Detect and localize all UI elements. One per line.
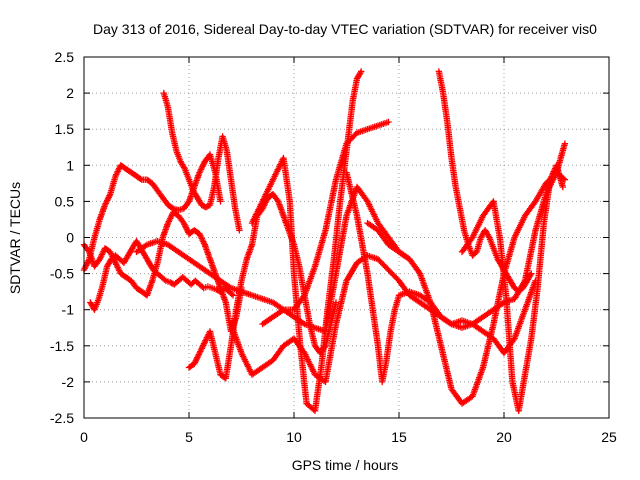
x-tick-label: 15 — [391, 429, 407, 445]
series-arc-10 — [343, 140, 569, 386]
series-arc-12 — [364, 169, 569, 407]
x-tick-label: 25 — [601, 429, 617, 445]
y-tick-label: -2 — [62, 374, 75, 390]
y-tick-label: -0.5 — [50, 266, 74, 282]
y-tick-label: -2.5 — [50, 410, 74, 426]
series-arc-2 — [87, 237, 237, 313]
series-arc-9 — [259, 118, 392, 328]
y-tick-label: 1 — [66, 157, 74, 173]
series-arc-4 — [160, 89, 243, 234]
series-arc-11 — [435, 68, 535, 295]
y-tick-label: 0 — [66, 230, 74, 246]
series-arc-13 — [458, 162, 566, 414]
y-tick-label: 2 — [66, 85, 74, 101]
y-tick-label: 1.5 — [55, 121, 75, 137]
series-arc-8 — [248, 68, 365, 414]
y-axis-label: SDTVAR / TECUs — [7, 182, 23, 294]
y-tick-label: -1 — [62, 302, 75, 318]
y-tick-label: -1.5 — [50, 338, 74, 354]
x-tick-label: 5 — [185, 429, 193, 445]
x-tick-label: 10 — [286, 429, 302, 445]
chart-title: Day 313 of 2016, Sidereal Day-to-day VTE… — [93, 21, 597, 37]
x-axis-label: GPS time / hours — [292, 457, 399, 473]
y-tick-label: 0.5 — [55, 193, 75, 209]
axes: 0 5 10 15 20 25 -2.5 -2 -1.5 -1 -0.5 0 0.5 1 1.5 2 2.5 — [50, 49, 617, 445]
plot-area — [80, 68, 569, 414]
x-tick-label: 20 — [496, 429, 512, 445]
grid — [84, 57, 609, 418]
y-tick-label: 2.5 — [55, 49, 75, 65]
x-tick-label: 0 — [80, 429, 88, 445]
